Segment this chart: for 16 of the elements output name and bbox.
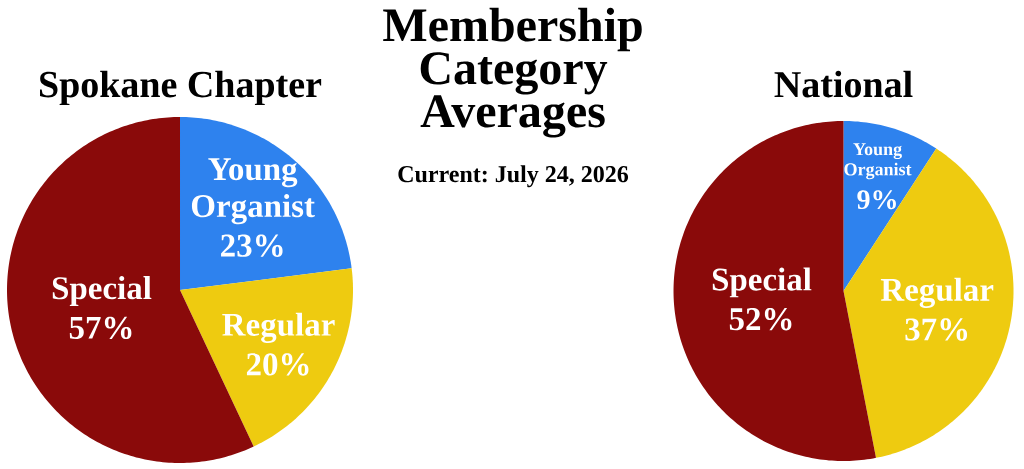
data-label: 37%: [905, 318, 968, 341]
slice-label: Regular: [880, 277, 994, 308]
data-label: 9%: [857, 190, 896, 210]
slice-label: Special: [52, 276, 152, 307]
text: Current: July 24, 2026: [398, 165, 629, 188]
data-label: 57%: [69, 316, 132, 340]
data-label: 23%: [221, 234, 283, 257]
slice-label: Regular: [222, 312, 335, 343]
text: Membership Category Averages: [383, 7, 642, 138]
chart-title: Spokane Chapter: [40, 70, 322, 106]
slice-label: Young Organist: [844, 143, 912, 180]
slice-label: Special: [712, 267, 812, 298]
data-label: 52%: [729, 307, 792, 331]
slice-label: Young Organist: [191, 158, 315, 225]
chart-title: National: [774, 70, 913, 98]
data-label: 20%: [246, 353, 309, 376]
